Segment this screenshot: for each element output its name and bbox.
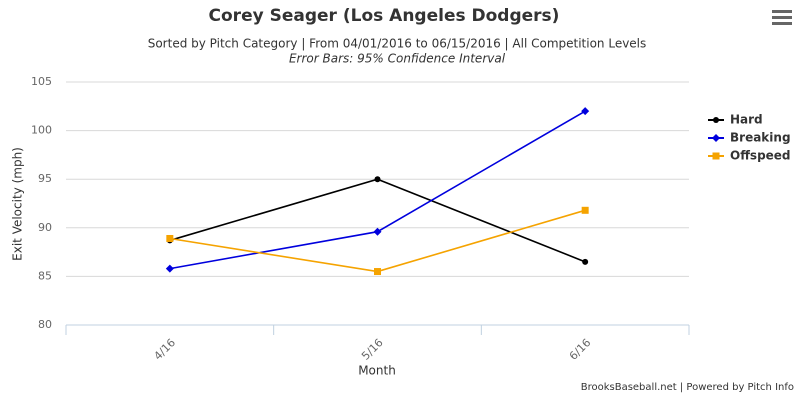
- point: [165, 264, 174, 273]
- y-tick-label: 100: [31, 124, 52, 137]
- point: [712, 152, 720, 160]
- point: [166, 234, 174, 242]
- series-line: [169, 110, 586, 270]
- y-tick-label: 85: [38, 269, 52, 282]
- point: [374, 176, 381, 183]
- legend-label: Offspeed: [730, 149, 791, 163]
- point: [582, 258, 589, 265]
- menu-bar: [772, 22, 792, 25]
- y-tick-label: 95: [38, 172, 52, 185]
- series: Breaking: [165, 107, 791, 273]
- point: [374, 268, 381, 276]
- chart-title: Corey Seager (Los Angeles Dodgers): [209, 6, 560, 26]
- point: [581, 206, 589, 214]
- point: [712, 134, 720, 142]
- series: Hard: [166, 113, 763, 265]
- legend-label: Breaking: [730, 131, 791, 145]
- credits: BrooksBaseball.net | Powered by Pitch In…: [581, 382, 794, 393]
- legend-label: Hard: [730, 113, 763, 127]
- point: [581, 107, 590, 116]
- y-tick-label: 80: [38, 318, 52, 331]
- menu-bar: [772, 16, 792, 19]
- chart-note: Error Bars: 95% Confidence Interval: [289, 52, 506, 66]
- x-axis-label: Month: [358, 364, 396, 378]
- series-line: [169, 178, 586, 263]
- point: [713, 117, 719, 123]
- y-tick-label: 90: [38, 221, 52, 234]
- menu-button[interactable]: [772, 10, 792, 25]
- x-tick-label: 5/16: [359, 336, 386, 363]
- series: Offspeed: [166, 149, 791, 276]
- point: [373, 227, 382, 236]
- y-tick-label: 105: [31, 75, 52, 88]
- x-tick-label: 4/16: [151, 336, 178, 363]
- menu-bar: [772, 10, 792, 13]
- y-axis-label: Exit Velocity (mph): [11, 147, 25, 261]
- x-tick-label: 6/16: [567, 336, 594, 363]
- series-line: [169, 209, 586, 273]
- chart-subtitle: Sorted by Pitch Category | From 04/01/20…: [148, 37, 647, 51]
